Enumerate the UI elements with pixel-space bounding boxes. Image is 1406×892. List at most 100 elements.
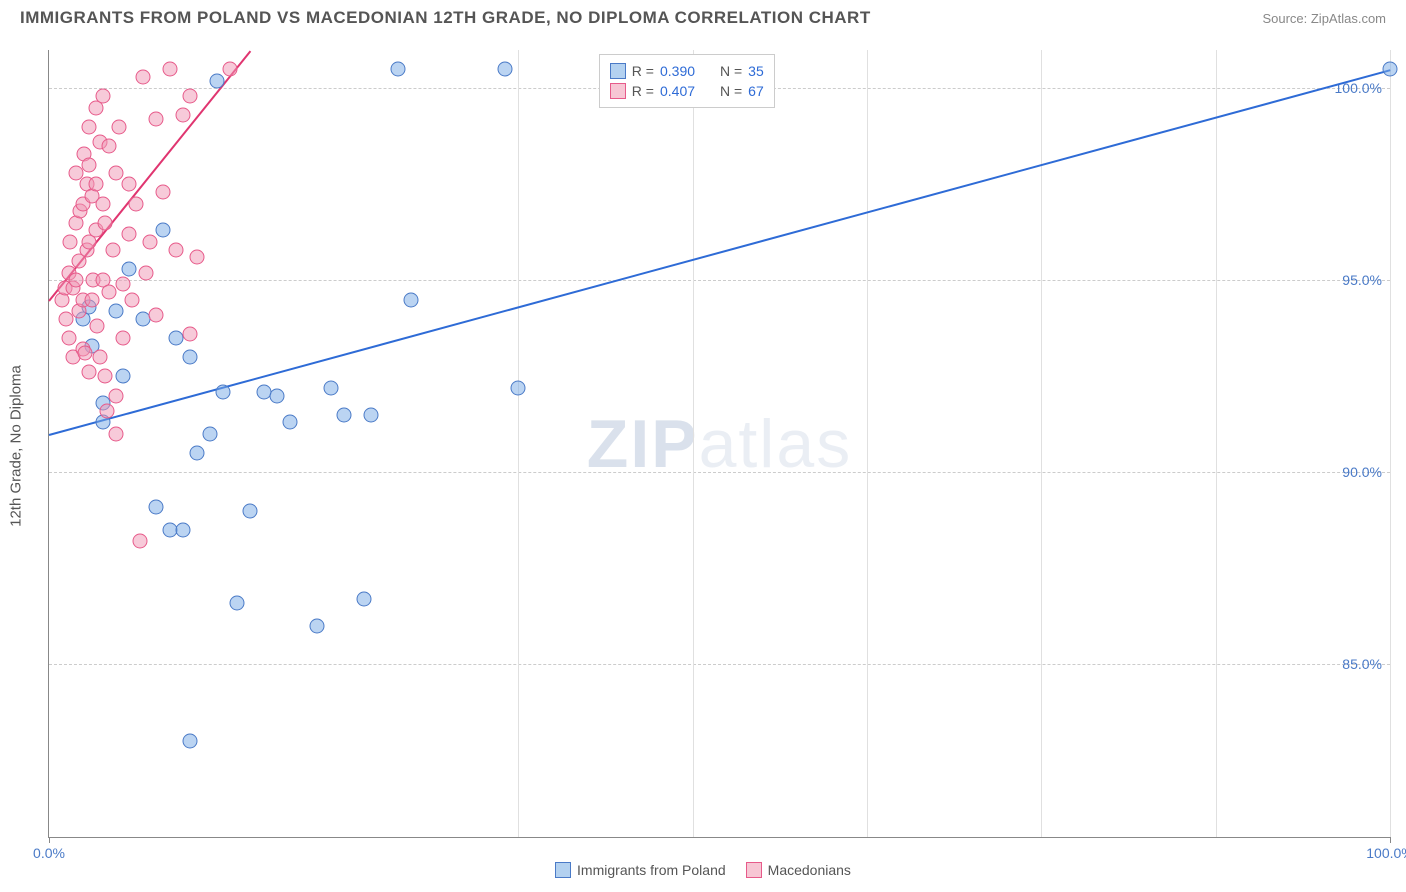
gridline-h — [49, 664, 1390, 665]
scatter-point-macedonians — [62, 330, 77, 345]
scatter-point-poland — [243, 503, 258, 518]
scatter-point-poland — [216, 384, 231, 399]
gridline-v — [518, 50, 519, 837]
scatter-point-poland — [155, 223, 170, 238]
legend-swatch — [746, 862, 762, 878]
scatter-point-poland — [115, 369, 130, 384]
ytick-label: 95.0% — [1342, 272, 1382, 288]
scatter-point-poland — [149, 499, 164, 514]
scatter-point-macedonians — [135, 69, 150, 84]
scatter-point-poland — [323, 380, 338, 395]
legend-top-row: R =0.390N =35 — [610, 61, 764, 81]
scatter-point-poland — [182, 350, 197, 365]
legend-n-value: 35 — [748, 61, 764, 81]
legend-n-value: 67 — [748, 81, 764, 101]
gridline-v — [1216, 50, 1217, 837]
scatter-point-macedonians — [102, 284, 117, 299]
scatter-point-macedonians — [182, 89, 197, 104]
scatter-point-macedonians — [142, 234, 157, 249]
scatter-point-poland — [209, 73, 224, 88]
scatter-point-macedonians — [122, 177, 137, 192]
ytick-label: 90.0% — [1342, 464, 1382, 480]
legend-r-value: 0.390 — [660, 61, 706, 81]
scatter-point-poland — [390, 62, 405, 77]
scatter-point-macedonians — [82, 119, 97, 134]
scatter-point-poland — [176, 522, 191, 537]
scatter-point-poland — [1383, 62, 1398, 77]
legend-swatch — [610, 63, 626, 79]
gridline-v — [1390, 50, 1391, 837]
scatter-point-macedonians — [99, 403, 114, 418]
y-axis-label: 12th Grade, No Diploma — [8, 365, 25, 527]
gridline-h — [49, 472, 1390, 473]
scatter-point-macedonians — [115, 277, 130, 292]
legend-swatch — [610, 83, 626, 99]
scatter-point-macedonians — [129, 196, 144, 211]
watermark: ZIPatlas — [587, 405, 852, 483]
gridline-h — [49, 280, 1390, 281]
scatter-point-macedonians — [63, 234, 78, 249]
legend-bottom-item: Macedonians — [746, 862, 851, 878]
gridline-v — [867, 50, 868, 837]
scatter-point-macedonians — [133, 534, 148, 549]
scatter-point-poland — [269, 388, 284, 403]
legend-r-label: R = — [632, 81, 654, 101]
scatter-point-poland — [310, 618, 325, 633]
scatter-point-poland — [109, 304, 124, 319]
scatter-point-macedonians — [102, 138, 117, 153]
scatter-point-macedonians — [138, 265, 153, 280]
legend-series-label: Macedonians — [768, 862, 851, 878]
scatter-point-macedonians — [68, 273, 83, 288]
xtick-mark — [1390, 837, 1391, 843]
legend-top-row: R = 0.407 N = 67 — [610, 81, 764, 101]
gridline-v — [693, 50, 694, 837]
scatter-point-macedonians — [115, 330, 130, 345]
chart-title: IMMIGRANTS FROM POLAND VS MACEDONIAN 12T… — [20, 8, 871, 28]
watermark-atlas: atlas — [699, 406, 853, 482]
xtick-mark — [49, 837, 50, 843]
scatter-point-macedonians — [92, 350, 107, 365]
scatter-point-macedonians — [82, 158, 97, 173]
source-label: Source: ZipAtlas.com — [1262, 11, 1386, 26]
scatter-point-macedonians — [189, 250, 204, 265]
scatter-point-macedonians — [88, 177, 103, 192]
scatter-point-poland — [404, 292, 419, 307]
scatter-point-macedonians — [95, 196, 110, 211]
scatter-point-poland — [357, 591, 372, 606]
chart-plot-area: ZIPatlas 85.0%90.0%95.0%100.0%0.0%100.0%… — [48, 50, 1390, 838]
legend-r-label: R = — [632, 61, 654, 81]
scatter-point-macedonians — [182, 327, 197, 342]
scatter-point-macedonians — [176, 108, 191, 123]
scatter-point-macedonians — [149, 307, 164, 322]
legend-r-value: 0.407 — [660, 81, 706, 101]
scatter-point-macedonians — [109, 165, 124, 180]
scatter-point-poland — [337, 407, 352, 422]
scatter-point-macedonians — [90, 319, 105, 334]
scatter-point-poland — [182, 734, 197, 749]
scatter-point-poland — [122, 261, 137, 276]
scatter-point-poland — [189, 446, 204, 461]
xtick-label: 0.0% — [33, 845, 65, 861]
scatter-point-poland — [363, 407, 378, 422]
scatter-point-macedonians — [106, 242, 121, 257]
scatter-point-poland — [229, 595, 244, 610]
scatter-point-macedonians — [111, 119, 126, 134]
scatter-point-poland — [283, 415, 298, 430]
legend-n-label: N = — [720, 81, 742, 101]
scatter-point-macedonians — [98, 369, 113, 384]
scatter-point-macedonians — [162, 62, 177, 77]
scatter-point-macedonians — [98, 215, 113, 230]
trendline-poland — [49, 69, 1391, 436]
scatter-point-macedonians — [125, 292, 140, 307]
xtick-label: 100.0% — [1366, 845, 1406, 861]
legend-swatch — [555, 862, 571, 878]
legend-top: R = 0.390 N = 35R = 0.407 N = 67 — [599, 54, 775, 108]
scatter-point-macedonians — [84, 292, 99, 307]
scatter-point-macedonians — [109, 388, 124, 403]
watermark-zip: ZIP — [587, 406, 699, 482]
scatter-point-macedonians — [155, 185, 170, 200]
scatter-point-poland — [202, 426, 217, 441]
scatter-point-macedonians — [95, 89, 110, 104]
legend-bottom: Immigrants from PolandMacedonians — [0, 862, 1406, 878]
scatter-point-poland — [497, 62, 512, 77]
